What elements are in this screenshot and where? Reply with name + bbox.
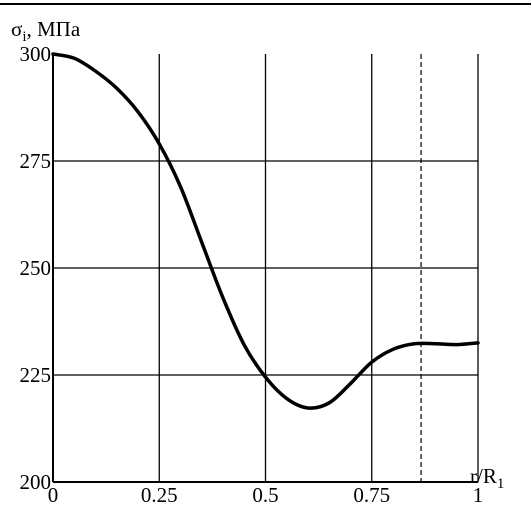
x-tick-label: 0 (48, 483, 59, 506)
x-tick-label: 0.75 (353, 483, 390, 506)
x-tick-label: 1 (473, 483, 484, 506)
x-tick-labels: 0 0.25 0.5 0.75 1 (48, 483, 484, 506)
x-tick-label: 0.5 (252, 483, 278, 506)
x-tick-label: 0.25 (141, 483, 178, 506)
series-line (51, 52, 480, 410)
y-tick-label: 275 (20, 149, 52, 173)
y-tick-labels: 200 225 250 275 300 (20, 42, 52, 494)
y-tick-label: 200 (20, 470, 52, 494)
y-tick-label: 300 (20, 42, 52, 66)
x-axis-label: r/R1 (470, 464, 504, 492)
grid (53, 54, 478, 482)
y-tick-label: 225 (20, 363, 52, 387)
y-axis-label: σi, МПа (11, 17, 81, 45)
y-tick-label: 250 (20, 256, 52, 280)
plot-frame (52, 54, 479, 483)
